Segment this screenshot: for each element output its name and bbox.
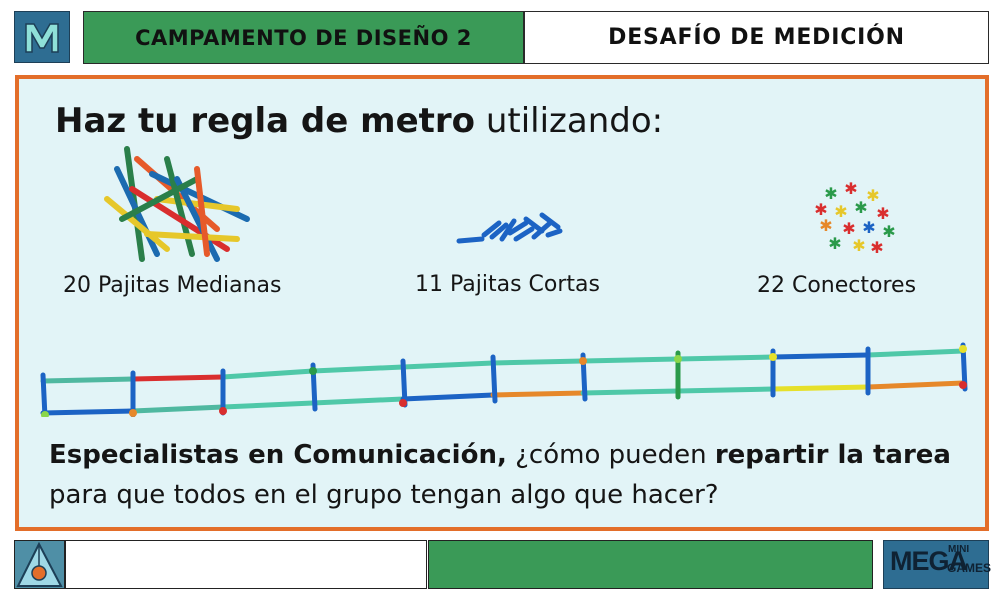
svg-text:✱: ✱ <box>814 200 827 219</box>
svg-text:✱: ✱ <box>876 204 889 223</box>
footer-emblem <box>14 540 65 589</box>
camp-title: CAMPAMENTO DE DISEÑO 2 <box>83 11 524 64</box>
footer-blank-bar <box>65 540 427 589</box>
svg-text:✱: ✱ <box>854 198 867 217</box>
svg-text:✱: ✱ <box>882 222 895 241</box>
triangle-circle-icon <box>16 541 63 587</box>
short-straws-pile-icon <box>456 212 563 244</box>
svg-text:✱: ✱ <box>828 234 841 253</box>
material-label-short-straws: 11 Pajitas Cortas <box>415 272 600 297</box>
brand-mega: MEGA <box>890 546 968 576</box>
question-role: Especialistas en Comunicación, <box>49 440 507 470</box>
meter-ruler-image <box>40 342 968 417</box>
instruction-headline: Haz tu regla de metro utilizando: <box>55 101 663 141</box>
communication-question: Especialistas en Comunicación, ¿cómo pue… <box>49 435 969 515</box>
mega-mini-games-logo: MEGA MINI GAMES <box>883 540 992 589</box>
footer-green-bar <box>428 540 873 589</box>
question-text-2: para que todos en el grupo tengan algo q… <box>49 480 719 510</box>
connectors-pile-icon: ✱ ✱ ✱ ✱ ✱ ✱ ✱ ✱ ✱ ✱ ✱ ✱ ✱ ✱ <box>814 179 895 257</box>
material-label-connectors: 22 Conectores <box>757 273 917 298</box>
brand-mini: MINI <box>948 544 970 555</box>
svg-text:✱: ✱ <box>870 238 883 257</box>
challenge-panel: Haz tu regla de metro utilizando: 20 Paj… <box>15 75 989 531</box>
brand-games: GAMES <box>947 561 992 575</box>
camp-logo <box>14 11 70 63</box>
headline-bold: Haz tu regla de metro <box>55 101 476 141</box>
svg-text:✱: ✱ <box>824 184 837 203</box>
question-emphasis: repartir la tarea <box>714 440 951 470</box>
medium-straws-pile-icon <box>104 146 250 262</box>
svg-text:✱: ✱ <box>834 202 847 221</box>
svg-text:✱: ✱ <box>819 216 832 235</box>
material-label-medium-straws: 20 Pajitas Medianas <box>63 273 282 298</box>
svg-text:✱: ✱ <box>842 219 855 238</box>
m-logo-icon <box>25 23 59 53</box>
svg-text:✱: ✱ <box>866 186 879 205</box>
challenge-title: DESAFÍO DE MEDICIÓN <box>524 11 989 64</box>
svg-text:✱: ✱ <box>852 236 865 255</box>
svg-text:✱: ✱ <box>862 218 875 237</box>
headline-rest: utilizando: <box>475 101 664 141</box>
svg-text:✱: ✱ <box>844 179 857 198</box>
question-text-1: ¿cómo pueden <box>506 440 715 470</box>
